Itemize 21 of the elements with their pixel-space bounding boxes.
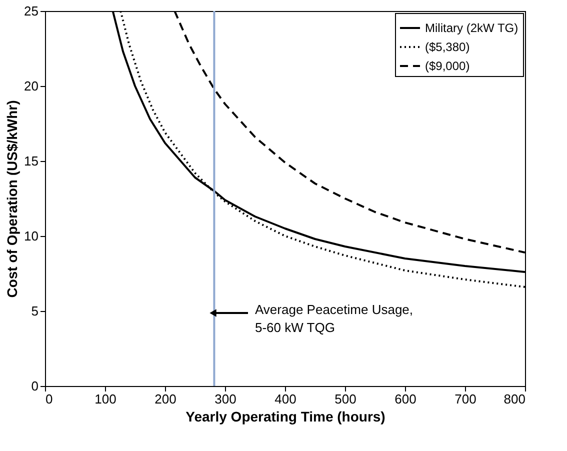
x-tick-label: 500	[334, 392, 356, 406]
x-tick-label: 300	[214, 392, 236, 406]
y-tick-label: 25	[24, 4, 38, 18]
x-tick-label: 0	[46, 392, 53, 406]
y-tick-label: 20	[24, 78, 38, 94]
x-tick-label: 700	[454, 392, 476, 406]
x-tick-label: 800	[504, 392, 526, 406]
y-axis-title: Cost of Operation (US$/kWhr)	[4, 100, 20, 298]
x-tick-label: 400	[274, 392, 296, 406]
x-tick-label: 600	[394, 392, 416, 406]
x-tick-label: 100	[94, 392, 116, 406]
x-axis-title: Yearly Operating Time (hours)	[186, 408, 386, 424]
y-tick-label: 5	[31, 304, 38, 318]
x-tick-label: 200	[154, 392, 176, 406]
legend-label: ($5,380)	[425, 40, 470, 54]
y-tick-label: 0	[31, 378, 38, 394]
y-tick-label: 15	[24, 154, 38, 168]
annotation: Average Peacetime Usage, 5-60 kW TQG	[255, 302, 414, 335]
y-tick-label: 10	[24, 228, 38, 244]
legend-label: ($9,000)	[425, 59, 470, 73]
legend-label: Military (2kW TG)	[425, 21, 518, 35]
